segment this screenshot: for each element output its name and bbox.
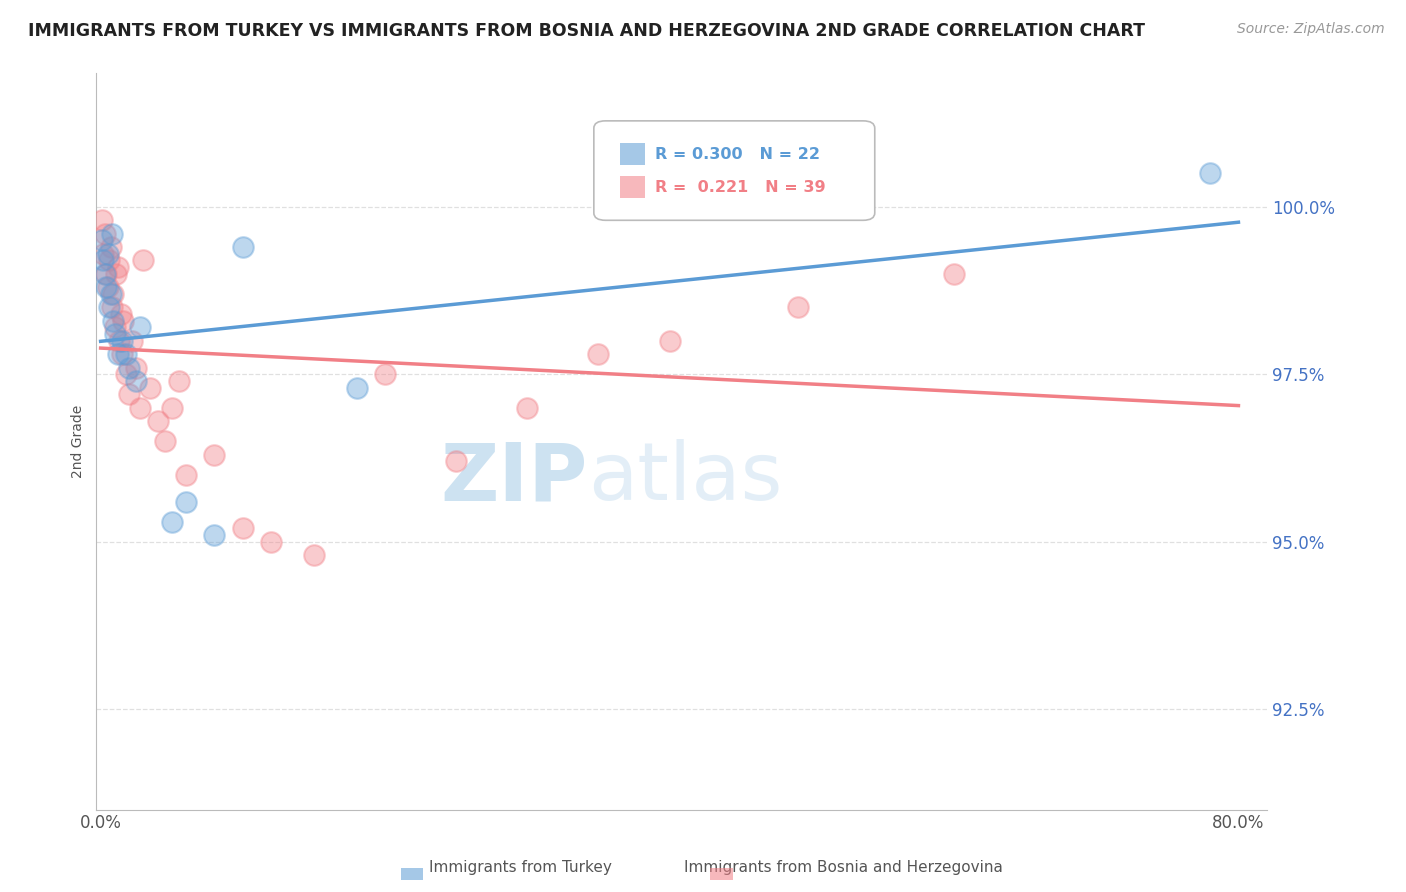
Point — [97, 246, 120, 260]
Point — [346, 381, 368, 395]
Point — [94, 227, 117, 241]
Point — [588, 347, 610, 361]
Point — [100, 287, 122, 301]
Point — [232, 521, 254, 535]
Point — [118, 360, 141, 375]
Point — [108, 334, 131, 348]
Point — [121, 334, 143, 348]
Text: Source: ZipAtlas.com: Source: ZipAtlas.com — [1237, 22, 1385, 37]
Point — [93, 253, 115, 268]
Point — [160, 515, 183, 529]
FancyBboxPatch shape — [620, 143, 645, 165]
Point — [943, 267, 966, 281]
Point — [125, 374, 148, 388]
Point — [96, 280, 118, 294]
Point — [97, 280, 120, 294]
Point — [202, 528, 225, 542]
Point — [111, 347, 134, 361]
FancyBboxPatch shape — [620, 176, 645, 198]
Point — [160, 401, 183, 415]
Point — [302, 548, 325, 562]
Point — [104, 320, 127, 334]
Point — [129, 320, 152, 334]
Text: Immigrants from Turkey: Immigrants from Turkey — [429, 861, 612, 875]
FancyBboxPatch shape — [593, 120, 875, 220]
Point — [107, 347, 129, 361]
Point — [101, 227, 124, 241]
Point — [91, 213, 114, 227]
Text: IMMIGRANTS FROM TURKEY VS IMMIGRANTS FROM BOSNIA AND HERZEGOVINA 2ND GRADE CORRE: IMMIGRANTS FROM TURKEY VS IMMIGRANTS FRO… — [28, 22, 1144, 40]
Point — [115, 347, 138, 361]
Text: R = 0.300   N = 22: R = 0.300 N = 22 — [655, 146, 820, 161]
Point — [110, 307, 132, 321]
Point — [96, 267, 118, 281]
Text: R =  0.221   N = 39: R = 0.221 N = 39 — [655, 179, 825, 194]
Point — [105, 267, 128, 281]
Point — [111, 334, 134, 348]
Text: ZIP: ZIP — [440, 439, 588, 517]
Point — [101, 301, 124, 315]
Point — [98, 253, 121, 268]
Point — [103, 287, 125, 301]
Point — [174, 467, 197, 482]
Point — [125, 360, 148, 375]
Point — [107, 260, 129, 275]
Point — [129, 401, 152, 415]
Point — [167, 374, 190, 388]
Point — [91, 233, 114, 247]
Point — [174, 494, 197, 508]
Text: atlas: atlas — [588, 439, 782, 517]
Point — [112, 314, 135, 328]
Point — [139, 381, 162, 395]
Y-axis label: 2nd Grade: 2nd Grade — [72, 405, 86, 478]
Point — [115, 368, 138, 382]
Point — [1199, 166, 1222, 180]
Point — [104, 327, 127, 342]
Point — [153, 434, 176, 449]
Point — [202, 448, 225, 462]
Point — [132, 253, 155, 268]
Point — [93, 246, 115, 260]
Point — [146, 414, 169, 428]
Point — [103, 314, 125, 328]
Point — [444, 454, 467, 468]
Point — [658, 334, 681, 348]
Point — [100, 240, 122, 254]
Point — [260, 534, 283, 549]
Point — [118, 387, 141, 401]
Point — [786, 301, 808, 315]
Point — [516, 401, 538, 415]
Point — [374, 368, 396, 382]
Text: Immigrants from Bosnia and Herzegovina: Immigrants from Bosnia and Herzegovina — [685, 861, 1002, 875]
Point — [98, 301, 121, 315]
Point — [94, 267, 117, 281]
Point — [232, 240, 254, 254]
